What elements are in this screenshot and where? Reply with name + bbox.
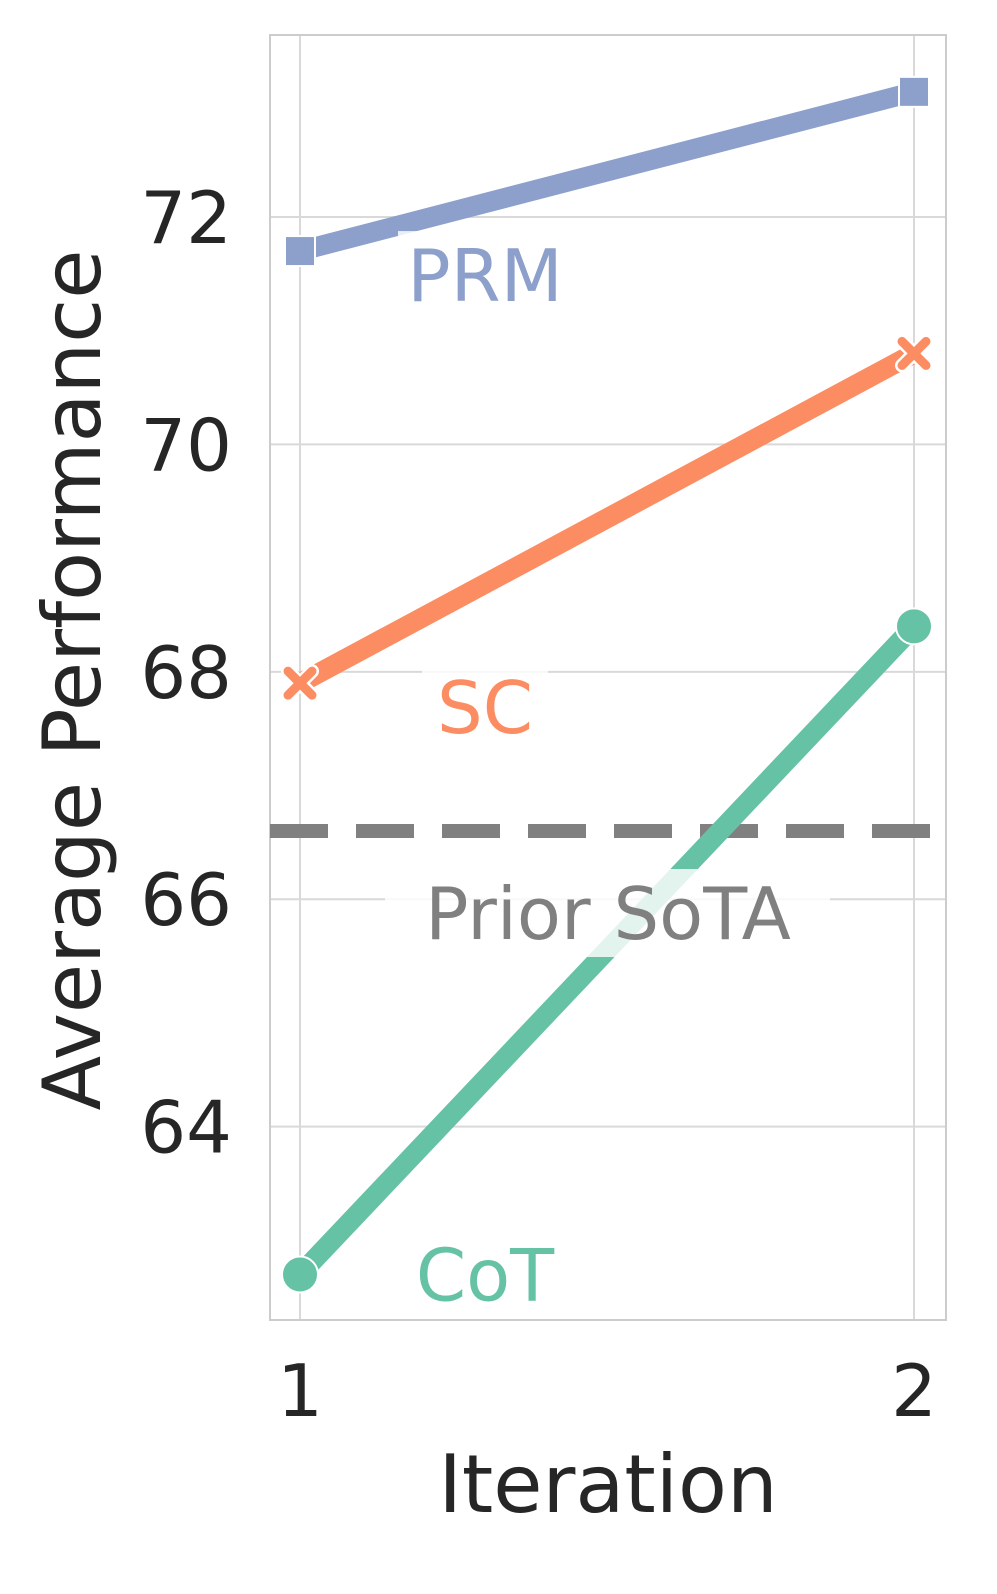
tick-labels: 64 66 68 70 72 1 2 xyxy=(140,176,937,1433)
y-tick-label: 72 xyxy=(140,176,232,260)
plot-area-frame xyxy=(269,34,947,1321)
sc-label-background xyxy=(422,663,548,726)
cot-label-background xyxy=(398,1230,572,1293)
prm-marker xyxy=(898,75,930,108)
cot-marker xyxy=(895,607,933,646)
y-tick-label: 70 xyxy=(140,403,232,487)
y-tick-label: 64 xyxy=(140,1086,232,1170)
prm-label: PRM xyxy=(407,234,563,318)
sc-marker xyxy=(281,664,319,703)
series-markers xyxy=(281,75,933,1294)
series-labels: Prior SoTA PRM SC CoT xyxy=(385,231,830,1318)
y-tick-label: 66 xyxy=(140,858,232,942)
series-lines xyxy=(292,82,922,1282)
prm-marker xyxy=(284,235,316,268)
prior-sota-label: Prior SoTA xyxy=(425,872,791,956)
y-axis-label: Average Performance xyxy=(26,250,119,1111)
prm-label-background xyxy=(398,231,572,294)
x-tick-label: 2 xyxy=(891,1349,937,1433)
cot-marker xyxy=(281,1255,319,1294)
prm-line xyxy=(297,82,917,261)
cot-label: CoT xyxy=(416,1234,555,1318)
x-tick-label: 1 xyxy=(277,1349,323,1433)
prior-sota-label-background xyxy=(385,869,830,958)
y-tick-label: 68 xyxy=(140,631,232,715)
sc-label: SC xyxy=(437,666,533,750)
sc-line xyxy=(295,344,919,692)
x-axis-label: Iteration xyxy=(438,1438,777,1531)
sc-marker xyxy=(895,334,933,373)
